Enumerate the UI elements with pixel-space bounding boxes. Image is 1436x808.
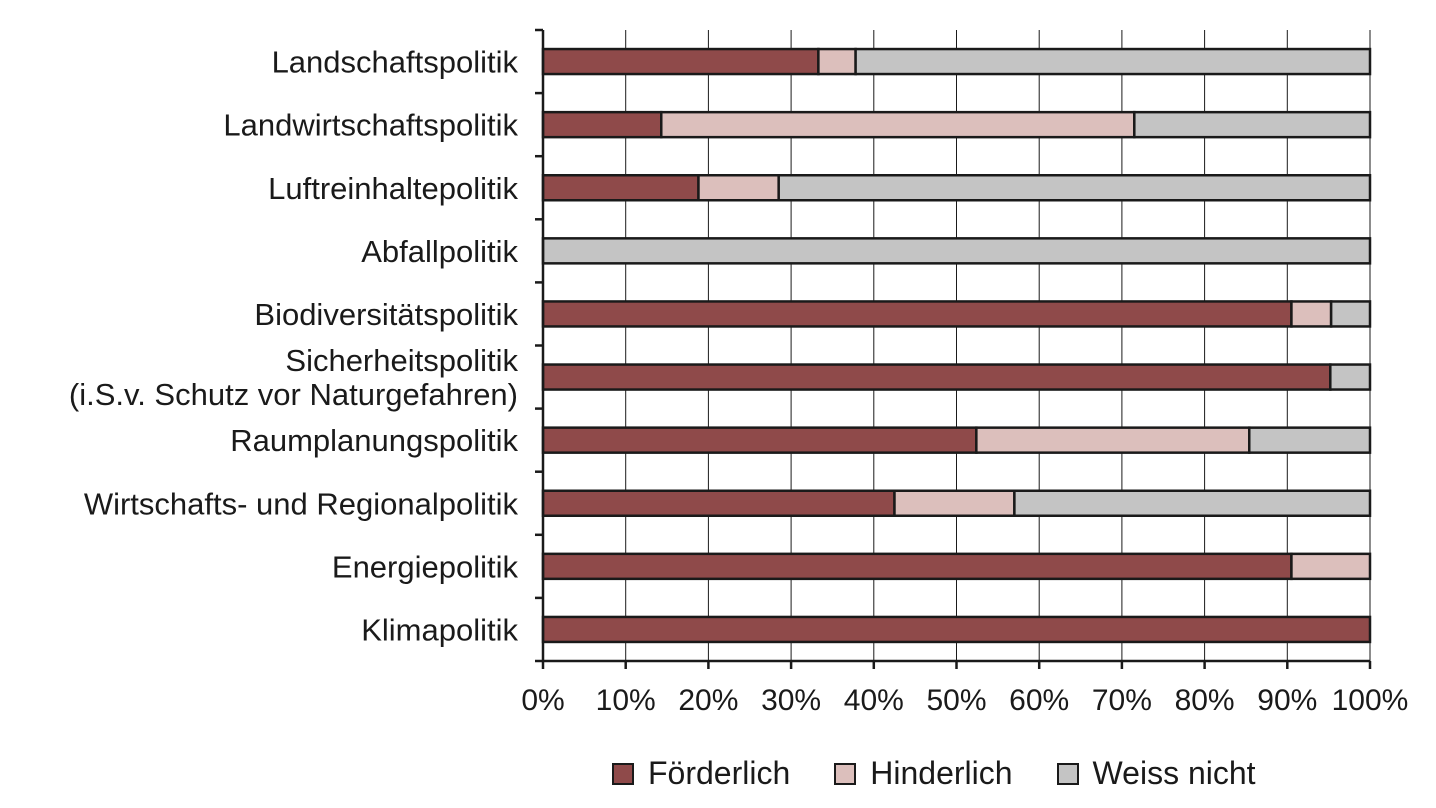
bar-segment-hinderlich — [1290, 300, 1333, 328]
bar-segment-hinderlich — [975, 426, 1251, 454]
bar-segment-foerderlich — [541, 47, 820, 76]
category-label: Abfallpolitik — [361, 234, 518, 269]
bar-segment-weiss-nicht — [1329, 300, 1372, 328]
category-label: Raumplanungspolitik — [230, 423, 518, 458]
bar-segment-weiss-nicht — [1248, 426, 1372, 454]
bar-segment-weiss-nicht — [854, 47, 1372, 76]
x-tick-label: 60% — [1009, 684, 1069, 717]
legend-label-hinderlich: Hinderlich — [870, 755, 1013, 791]
bar-segment-foerderlich — [541, 426, 978, 454]
bar-segment-hinderlich — [893, 489, 1016, 517]
category-label: (i.S.v. Schutz vor Naturgefahren) — [69, 377, 518, 412]
x-tick-label: 40% — [844, 684, 904, 717]
bar-segment-foerderlich — [541, 174, 700, 202]
bar-segment-weiss-nicht — [541, 237, 1372, 265]
category-label: Landwirtschaftspolitik — [223, 108, 518, 143]
x-tick-label: 100% — [1332, 684, 1409, 717]
bar-segment-foerderlich — [541, 110, 663, 139]
legend-item-weiss-nicht: Weiss nicht — [1056, 755, 1256, 792]
x-tick-label: 20% — [678, 684, 738, 717]
legend-item-foerderlich: Förderlich — [612, 755, 790, 792]
bar-segment-foerderlich — [541, 615, 1372, 644]
x-tick-label: 0% — [521, 684, 564, 717]
category-label: Klimapolitik — [361, 612, 518, 647]
x-tick-label: 30% — [761, 684, 821, 717]
bar-segment-foerderlich — [541, 300, 1293, 328]
legend-swatch-weiss-nicht — [1056, 762, 1079, 785]
bar-segment-hinderlich — [817, 47, 857, 76]
x-tick-label: 80% — [1175, 684, 1235, 717]
category-label: Luftreinhaltepolitik — [268, 171, 518, 206]
category-label: Landschaftspolitik — [272, 45, 519, 80]
category-label: Wirtschafts- und Regionalpolitik — [84, 486, 519, 521]
legend-swatch-hinderlich — [834, 762, 857, 785]
bar-segment-hinderlich — [660, 110, 1136, 139]
bar-segment-weiss-nicht — [1013, 489, 1372, 517]
bar-segment-weiss-nicht — [1133, 110, 1372, 139]
x-tick-label: 50% — [926, 684, 986, 717]
bar-segment-foerderlich — [541, 489, 896, 517]
bar-segment-weiss-nicht — [777, 174, 1372, 202]
legend: Förderlich Hinderlich Weiss nicht — [612, 755, 1256, 792]
legend-label-foerderlich: Förderlich — [648, 755, 791, 791]
legend-item-hinderlich: Hinderlich — [834, 755, 1013, 792]
bar-segment-weiss-nicht — [1329, 363, 1372, 391]
legend-label-weiss-nicht: Weiss nicht — [1092, 755, 1256, 791]
bar-segment-foerderlich — [541, 552, 1293, 581]
bar-segment-foerderlich — [541, 363, 1332, 391]
bar-segment-hinderlich — [697, 174, 780, 202]
legend-swatch-foerderlich — [612, 762, 634, 785]
x-tick-label: 70% — [1092, 684, 1152, 717]
x-tick-label: 90% — [1257, 684, 1317, 717]
category-label: Energiepolitik — [332, 549, 519, 584]
x-tick-label: 10% — [596, 684, 656, 717]
bar-segment-hinderlich — [1290, 552, 1372, 581]
category-label: Biodiversitätspolitik — [254, 297, 518, 332]
category-label: Sicherheitspolitik — [285, 343, 518, 378]
